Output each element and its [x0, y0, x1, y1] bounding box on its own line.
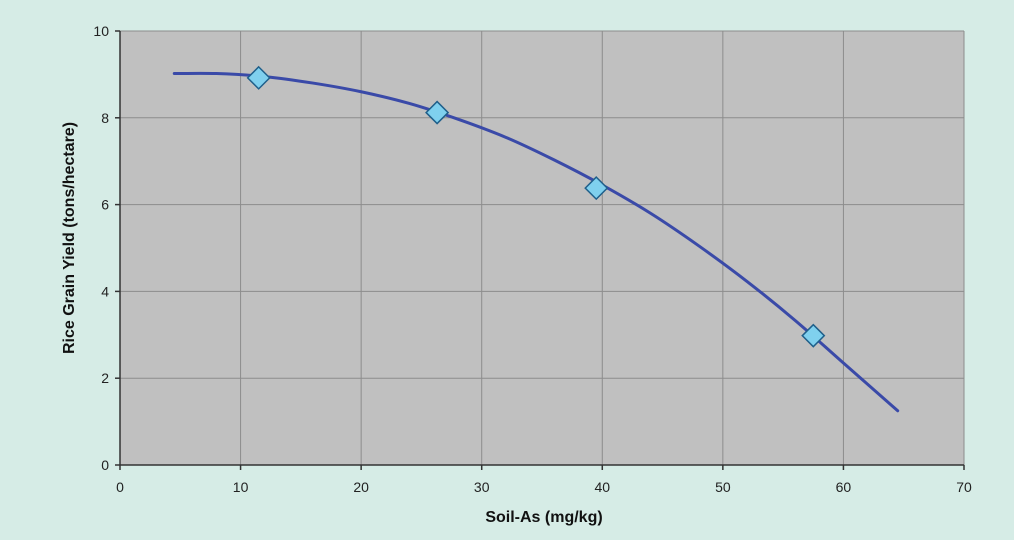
y-tick-label: 0: [101, 457, 109, 473]
x-tick-label: 50: [715, 479, 731, 495]
y-tick-label: 2: [101, 370, 109, 386]
x-axis-title: Soil-As (mg/kg): [485, 509, 602, 526]
x-tick-label: 30: [474, 479, 490, 495]
y-axis-title: Rice Grain Yield (tons/hectare): [61, 122, 78, 354]
axis-layer: 0 10 20 30 40 50 60 70 0 2 4 6 8 10: [93, 23, 972, 495]
series-layer: [172, 65, 900, 413]
y-tick-label: 8: [101, 110, 109, 126]
data-point-diamond: [246, 65, 271, 90]
data-point-diamond: [801, 323, 826, 348]
grid-layer: [120, 30, 965, 465]
y-tick-label: 10: [93, 23, 109, 39]
x-tick-label: 70: [956, 479, 972, 495]
x-tick-label: 60: [836, 479, 852, 495]
x-tick-label: 0: [116, 479, 124, 495]
y-tick-label: 6: [101, 197, 109, 213]
plot-area: [120, 31, 964, 465]
x-tick-label: 10: [233, 479, 249, 495]
x-tick-label: 20: [353, 479, 369, 495]
y-tick-label: 4: [101, 283, 109, 299]
fit-curve: [172, 71, 900, 413]
data-point-diamond: [584, 176, 609, 201]
data-point-diamond: [425, 100, 450, 125]
x-tick-label: 40: [594, 479, 610, 495]
